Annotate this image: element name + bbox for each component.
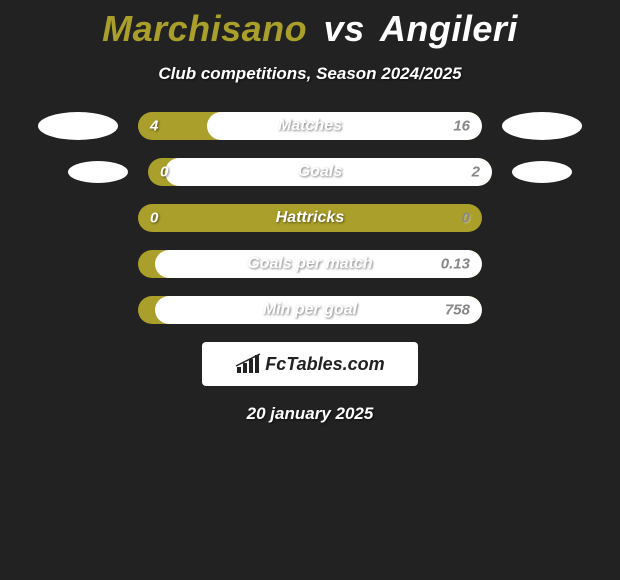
stat-row: 0Hattricks0 xyxy=(0,204,620,232)
stats-container: 4Matches160Goals20Hattricks0Goals per ma… xyxy=(0,112,620,324)
stat-row: 4Matches16 xyxy=(0,112,620,140)
stat-row: Min per goal758 xyxy=(0,296,620,324)
stat-label: Goals per match xyxy=(138,255,482,273)
player1-badge-icon xyxy=(38,112,118,140)
stat-value-right: 16 xyxy=(453,118,470,135)
stat-value-right: 0.13 xyxy=(441,256,470,273)
logo-text: FcTables.com xyxy=(265,354,384,375)
subtitle: Club competitions, Season 2024/2025 xyxy=(0,64,620,84)
vs-label: vs xyxy=(324,8,365,49)
stat-label: Matches xyxy=(138,117,482,135)
stat-row: Goals per match0.13 xyxy=(0,250,620,278)
stat-bar: Goals per match0.13 xyxy=(138,250,482,278)
stat-row: 0Goals2 xyxy=(0,158,620,186)
stat-label: Goals xyxy=(148,163,492,181)
stat-value-right: 2 xyxy=(472,164,480,181)
stat-value-right: 758 xyxy=(445,302,470,319)
player1-name: Marchisano xyxy=(102,8,307,49)
player2-badge-icon xyxy=(502,112,582,140)
stat-bar: Min per goal758 xyxy=(138,296,482,324)
stat-bar: 0Hattricks0 xyxy=(138,204,482,232)
stat-label: Min per goal xyxy=(138,301,482,319)
player1-badge-icon xyxy=(68,161,128,183)
fctables-logo: FcTables.com xyxy=(202,342,418,386)
stat-bar: 4Matches16 xyxy=(138,112,482,140)
stat-label: Hattricks xyxy=(138,209,482,227)
player2-badge-icon xyxy=(512,161,572,183)
bar-chart-icon xyxy=(235,353,261,375)
comparison-title: Marchisano vs Angileri xyxy=(0,0,620,50)
stat-bar: 0Goals2 xyxy=(148,158,492,186)
stat-value-right: 0 xyxy=(462,210,470,227)
player2-name: Angileri xyxy=(380,8,518,49)
date-label: 20 january 2025 xyxy=(0,404,620,424)
